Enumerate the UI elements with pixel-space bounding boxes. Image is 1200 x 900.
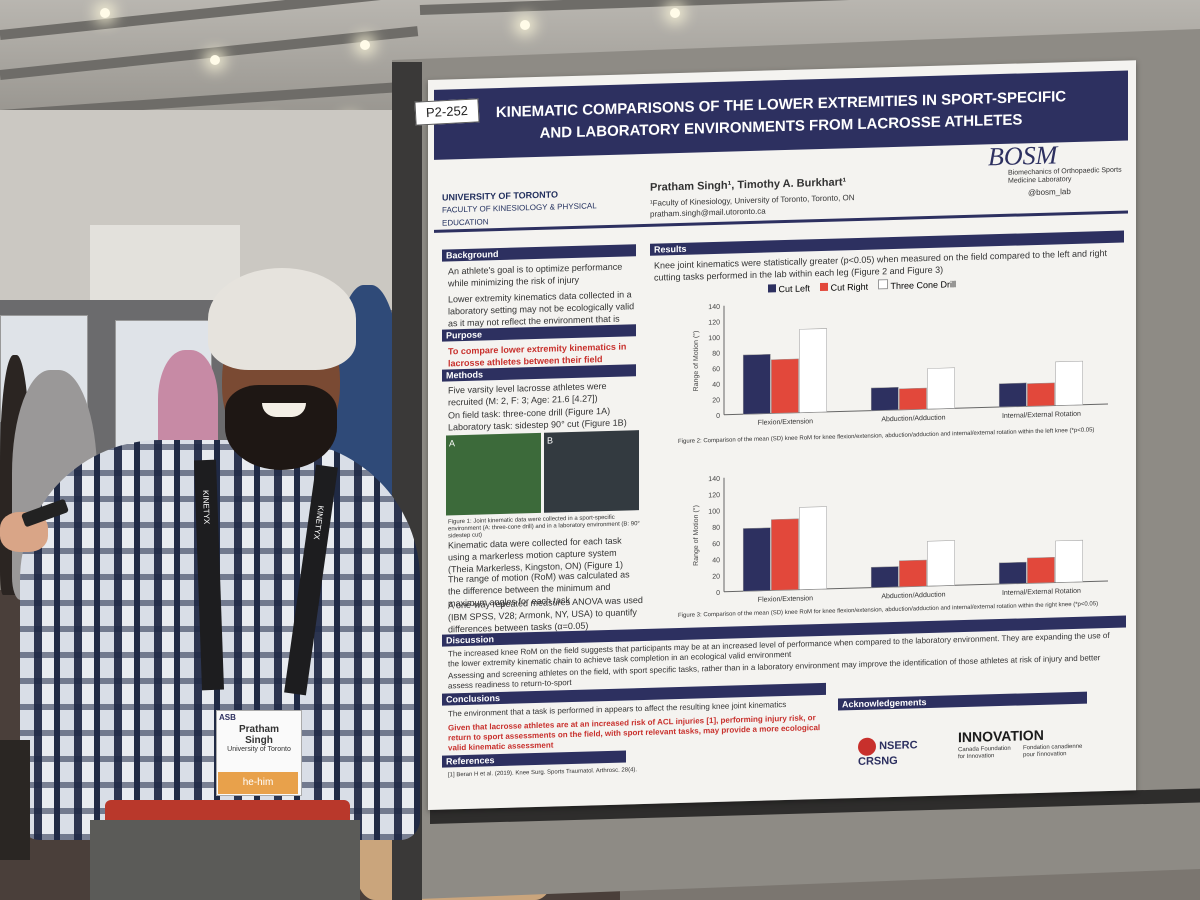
bar-cut-left: [742, 354, 771, 415]
background-bullet: An athlete's goal is to optimize perform…: [448, 261, 623, 289]
x-tick-label: Internal/External Rotation: [1002, 588, 1081, 597]
pants: [90, 820, 360, 900]
y-tick-label: 80: [712, 525, 720, 532]
beard: [225, 385, 337, 470]
research-poster: KINEMATIC COMPARISONS OF THE LOWER EXTRE…: [428, 60, 1136, 811]
innovation-subtitle-fr: Fondation canadienne pour l'innovation: [1023, 743, 1083, 759]
y-tick-label: 80: [712, 351, 720, 358]
figure-3-chart: 0 20 40 60 80 100 120 140 Range of Motion (°) Fle…: [692, 476, 1108, 604]
innovation-logo: INNOVATION: [958, 726, 1044, 746]
bosm-logo: BOSM: [988, 140, 1058, 172]
bar-cut-left: [742, 527, 771, 592]
background-heading: Background: [442, 244, 636, 262]
nserc-logo: NSERC CRSNG: [858, 737, 918, 768]
y-tick-label: 60: [712, 541, 720, 548]
pronoun-ribbon: he-him: [218, 772, 298, 794]
bar-three-cone-drill: [1055, 360, 1083, 406]
conclusions-highlight: Given that lacrosse athletes are at an i…: [448, 713, 821, 753]
x-tick-label: Internal/External Rotation: [1002, 411, 1081, 420]
x-tick-label: Abduction/Adduction: [881, 415, 945, 424]
y-tick-label: 0: [716, 590, 720, 597]
bar-three-cone-drill: [1055, 539, 1083, 583]
y-tick-label: 20: [712, 574, 720, 581]
x-tick-label: Flexion/Extension: [758, 418, 813, 427]
bar-cut-left: [870, 387, 899, 411]
badge-last-name: Singh: [245, 735, 273, 746]
badge-org: University of Toronto: [227, 746, 291, 753]
maple-leaf-icon: [858, 737, 876, 756]
acknowledgements-heading: Acknowledgements: [838, 691, 1087, 711]
y-axis-label: Range of Motion (°): [692, 331, 700, 392]
figure-2-chart: 0 20 40 60 80 100 120 140 Range of Motion (°) Fle…: [692, 304, 1108, 427]
legend-swatch-cut-right: [820, 282, 829, 292]
bar-three-cone-drill: [799, 328, 827, 413]
social-handle: @bosm_lab: [1028, 187, 1071, 198]
x-tick-label: Abduction/Adduction: [881, 592, 945, 601]
legend-swatch-cut-left: [768, 284, 776, 293]
bar-cut-left: [998, 382, 1027, 408]
y-tick-label: 140: [708, 304, 720, 311]
y-tick-label: 120: [708, 492, 720, 499]
y-tick-label: 0: [716, 413, 720, 420]
y-tick-label: 40: [712, 382, 720, 389]
bar-cut-left: [998, 561, 1027, 585]
figure-1b-lab-photo: B: [544, 430, 639, 513]
turban: [208, 268, 356, 370]
badge-first-name: Pratham: [238, 724, 279, 735]
bar-cut-right: [1027, 382, 1055, 407]
bar-cut-right: [1027, 556, 1055, 584]
smile: [262, 403, 306, 417]
poster-number-tag: P2-252: [414, 98, 480, 126]
x-tick-label: Flexion/Extension: [758, 595, 813, 604]
bar-three-cone-drill: [927, 367, 955, 410]
bar-three-cone-drill: [927, 540, 955, 587]
y-tick-label: 40: [712, 557, 720, 564]
authors: Pratham Singh¹, Timothy A. Burkhart¹: [650, 176, 847, 194]
legend-label: Three Cone Drill: [890, 279, 956, 292]
y-axis-label: Range of Motion (°): [692, 505, 700, 566]
person-arm: [0, 740, 30, 860]
bar-cut-right: [899, 387, 927, 411]
bar-cut-right: [899, 559, 927, 588]
bar-three-cone-drill: [799, 506, 827, 590]
bar-cut-right: [771, 518, 799, 591]
y-tick-label: 60: [712, 366, 720, 373]
legend-label: Cut Right: [830, 281, 869, 293]
y-tick-label: 20: [712, 397, 720, 404]
y-tick-label: 100: [708, 335, 720, 342]
legend-swatch-three-cone: [878, 279, 889, 290]
bar-cut-right: [771, 358, 799, 414]
lab-name: Biomechanics of Orthopaedic Sports Medic…: [1008, 166, 1122, 185]
university-logo: UNIVERSITY OF TORONTO FACULTY OF KINESIO…: [442, 189, 597, 228]
bar-cut-left: [870, 566, 899, 588]
y-tick-label: 100: [708, 508, 720, 515]
legend-label: Cut Left: [778, 283, 811, 295]
badge-event-logo: ASB: [219, 713, 236, 722]
figure-1a-field-photo: A: [446, 432, 541, 516]
y-tick-label: 120: [708, 319, 720, 326]
y-tick-label: 140: [708, 476, 720, 483]
innovation-subtitle: Canada Foundation for Innovation: [958, 745, 1011, 761]
